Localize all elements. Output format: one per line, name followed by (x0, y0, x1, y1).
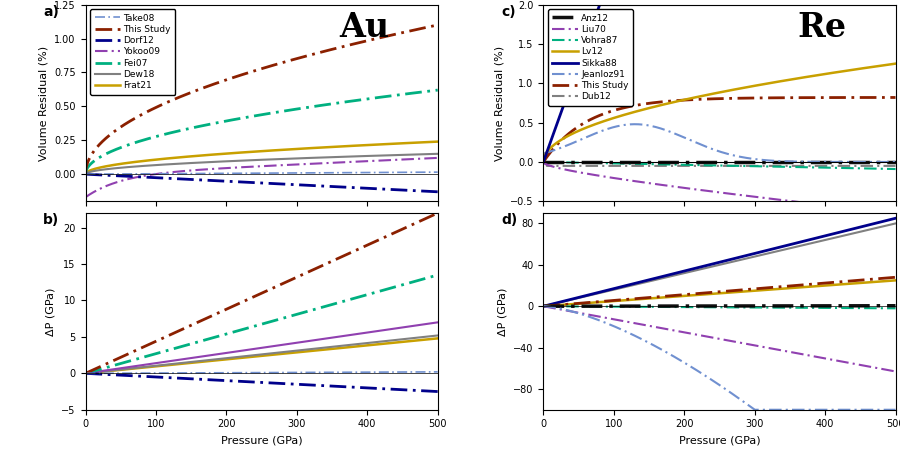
X-axis label: Pressure (GPa): Pressure (GPa) (220, 435, 302, 445)
Y-axis label: ΔP (GPa): ΔP (GPa) (498, 287, 508, 336)
Legend: Anz12, Liu70, Vohra87, Lv12, Sikka88, Jeanloz91, This Study, Dub12: Anz12, Liu70, Vohra87, Lv12, Sikka88, Je… (548, 9, 634, 106)
Text: d): d) (501, 213, 518, 227)
Text: a): a) (43, 5, 59, 19)
Y-axis label: Volume Residual (%): Volume Residual (%) (39, 45, 49, 161)
Text: b): b) (43, 213, 59, 227)
Text: Re: Re (796, 11, 846, 44)
Text: Au: Au (339, 11, 389, 44)
Legend: Take08, This Study, Dorf12, Yokoo09, Fei07, Dew18, Frat21: Take08, This Study, Dorf12, Yokoo09, Fei… (90, 9, 176, 95)
X-axis label: Pressure (GPa): Pressure (GPa) (679, 435, 760, 445)
Y-axis label: ΔP (GPa): ΔP (GPa) (46, 287, 56, 336)
Text: c): c) (501, 5, 516, 19)
Y-axis label: Volume Residual (%): Volume Residual (%) (494, 45, 505, 161)
